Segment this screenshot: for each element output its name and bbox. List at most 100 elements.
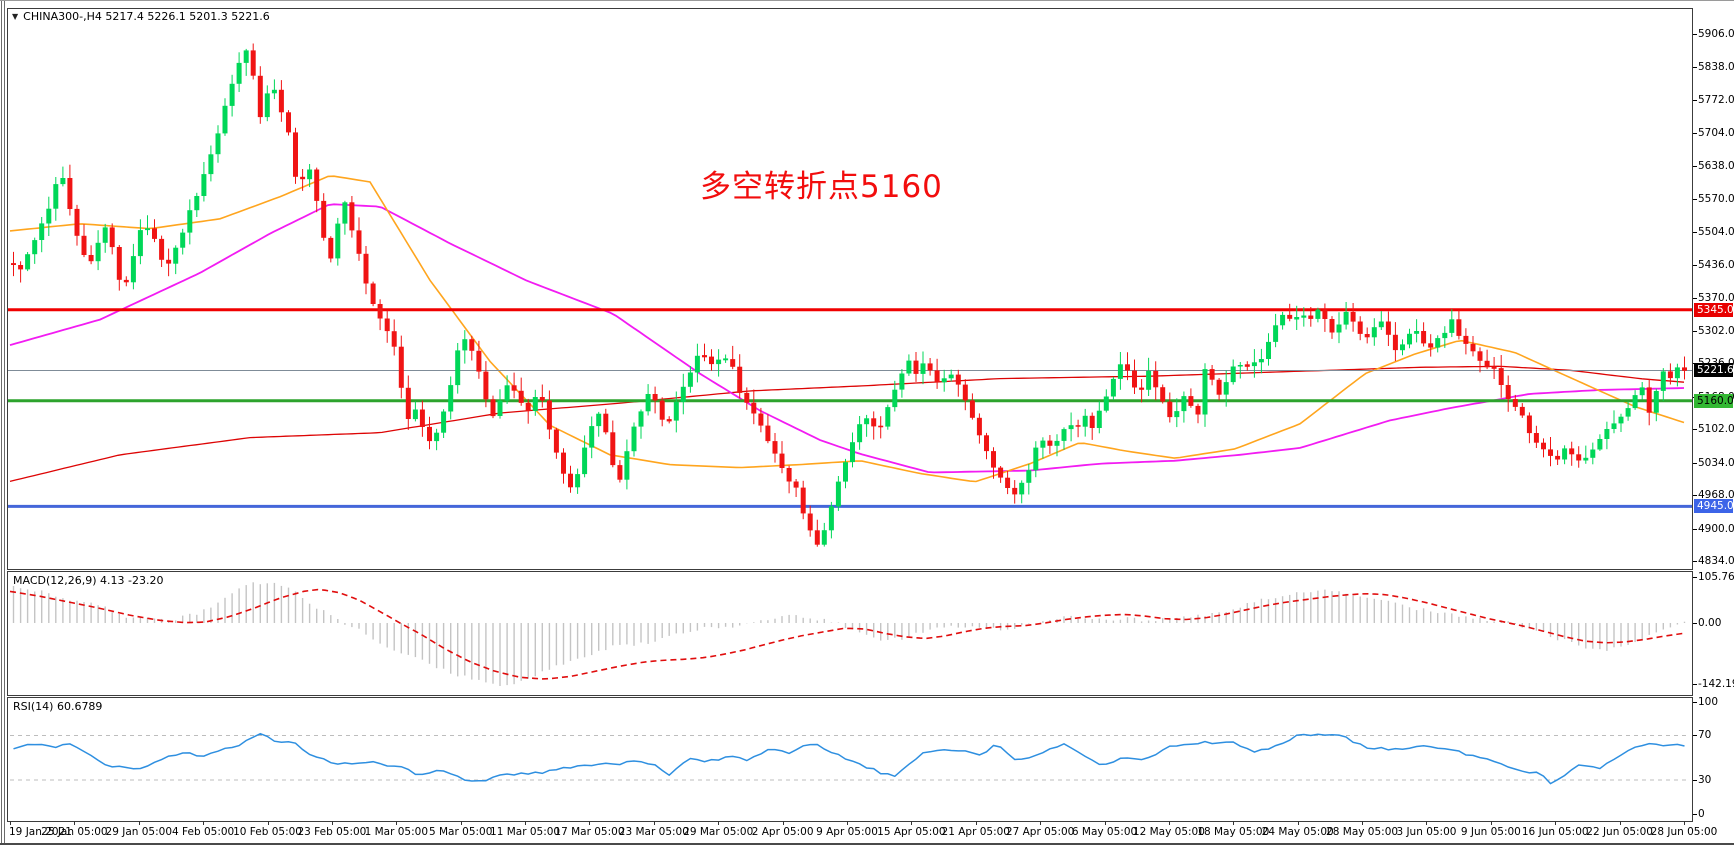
bear-candle xyxy=(1209,369,1215,380)
bear-candle xyxy=(314,169,320,201)
bull-candle xyxy=(60,178,66,185)
bear-candle xyxy=(1667,371,1673,379)
rsi-label: RSI(14) 60.6789 xyxy=(13,700,103,713)
bull-candle xyxy=(1061,429,1067,441)
bull-candle xyxy=(1400,344,1405,351)
bear-candle xyxy=(257,75,263,118)
bull-candle xyxy=(941,378,947,383)
rsi-tick-30-tick xyxy=(1693,780,1697,782)
bull-candle xyxy=(307,169,313,180)
bear-candle xyxy=(1548,449,1553,456)
bear-candle xyxy=(1392,334,1398,351)
bull-candle xyxy=(497,400,503,416)
bear-candle xyxy=(356,230,362,254)
rsi-axis[interactable]: 100 70 30 0 xyxy=(1693,696,1734,822)
price-tick-5638.0: 5638.0 xyxy=(1698,159,1734,172)
price-tick-5436.0-tick xyxy=(1693,265,1697,267)
bear-candle xyxy=(81,235,87,255)
macd-label: MACD(12,26,9) 4.13 -23.20 xyxy=(13,574,164,587)
bear-candle xyxy=(1329,319,1335,333)
bear-candle xyxy=(603,413,609,433)
bull-candle xyxy=(102,227,108,243)
time-axis[interactable]: 19 Jan 2021 25 Jan 05:00 29 Jan 05:00 4 Feb… xyxy=(7,821,1717,843)
rsi-chart[interactable] xyxy=(8,698,1692,821)
bull-candle xyxy=(208,154,214,175)
bear-candle xyxy=(476,350,482,372)
bear-candle xyxy=(765,425,771,442)
time-label-22-Jun-05-00: 22 Jun 05:00 xyxy=(1586,826,1653,838)
bear-candle xyxy=(800,487,806,514)
bear-candle xyxy=(391,331,397,347)
bull-candle xyxy=(1174,411,1180,418)
bear-candle xyxy=(525,402,531,411)
bear-candle xyxy=(1456,319,1462,336)
bear-candle xyxy=(1682,367,1687,371)
price-tick-5906.0-tick xyxy=(1693,34,1697,35)
bull-candle xyxy=(434,432,440,442)
bear-candle xyxy=(1541,442,1546,450)
rsi-panel[interactable] xyxy=(7,697,1693,822)
bull-candle xyxy=(532,397,538,411)
bull-candle xyxy=(1258,359,1264,363)
time-label-29-Jan-05-00: 29 Jan 05:00 xyxy=(105,826,173,838)
ma-orange-line xyxy=(9,175,1685,483)
bull-candle xyxy=(236,62,242,84)
bear-candle xyxy=(370,283,376,304)
bull-candle xyxy=(673,401,679,421)
price-axis[interactable]: 5906.0 5838.0 5772.0 5704.0 5638.0 5570.0 5504… xyxy=(1693,8,1734,571)
time-tick xyxy=(1104,821,1106,825)
rsi-tick-100-tick xyxy=(1693,702,1697,703)
chevron-down-icon[interactable]: ▼ xyxy=(12,12,19,21)
time-label-9-Apr-05-00: 9 Apr 05:00 xyxy=(816,826,878,838)
macd-panel[interactable] xyxy=(7,571,1693,696)
time-tick xyxy=(589,821,591,825)
time-tick xyxy=(718,821,720,825)
bull-candle xyxy=(1315,309,1321,319)
bear-candle xyxy=(109,227,115,248)
bull-candle xyxy=(441,411,447,433)
window-left-border xyxy=(1,1,2,845)
bear-candle xyxy=(1132,370,1137,388)
bear-candle xyxy=(1188,396,1194,406)
bear-candle xyxy=(955,374,961,385)
rsi-tick-70-tick xyxy=(1693,735,1697,737)
rsi-tick-30: 30 xyxy=(1698,774,1712,787)
macd-axis[interactable]: 105.76 0.00 -142.19 xyxy=(1693,571,1734,696)
bull-candle xyxy=(857,424,863,443)
bear-candle xyxy=(991,451,996,468)
bull-candle xyxy=(1562,448,1568,460)
bear-candle xyxy=(702,355,707,358)
macd-chart[interactable] xyxy=(8,572,1692,695)
bull-candle xyxy=(582,447,588,475)
bull-candle xyxy=(864,418,870,425)
time-tick xyxy=(1362,821,1364,825)
candlestick-chart[interactable] xyxy=(8,9,1692,569)
bull-candle xyxy=(46,208,52,224)
bear-candle xyxy=(74,208,80,236)
bear-candle xyxy=(807,513,813,531)
time-tick xyxy=(525,821,527,825)
bear-candle xyxy=(617,465,623,480)
bull-candle xyxy=(462,339,468,351)
bull-candle xyxy=(906,360,912,374)
bear-candle xyxy=(1512,399,1518,407)
bear-candle xyxy=(772,441,778,454)
bull-candle xyxy=(1583,457,1589,461)
macd-tick-0.00: 0.00 xyxy=(1698,617,1722,629)
price-tick-5370.0-tick xyxy=(1693,297,1697,299)
bear-candle xyxy=(976,417,982,436)
time-label-28-Jun-05-00: 28 Jun 05:00 xyxy=(1650,826,1718,838)
macd-tick--142.19-tick xyxy=(1693,684,1697,686)
bull-candle xyxy=(1590,449,1596,458)
bear-candle xyxy=(1047,440,1053,446)
bull-candle xyxy=(130,256,136,283)
time-label-23-Mar-05-00: 23 Mar 05:00 xyxy=(618,826,689,838)
time-tick xyxy=(1490,821,1492,825)
annotation-text: 多空转折点5160 xyxy=(700,169,943,205)
price-chart-panel[interactable] xyxy=(7,8,1693,570)
bear-candle xyxy=(349,202,355,231)
bear-candle xyxy=(116,247,122,280)
bull-candle xyxy=(342,202,348,224)
bear-candle xyxy=(1012,487,1018,495)
bull-candle xyxy=(1625,408,1631,417)
